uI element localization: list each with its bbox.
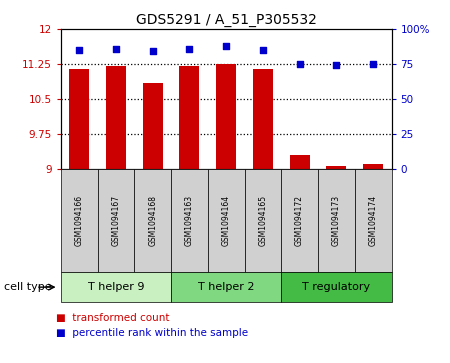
Text: GSM1094173: GSM1094173	[332, 195, 341, 246]
Text: GSM1094174: GSM1094174	[369, 195, 378, 246]
Point	[369, 61, 377, 67]
Bar	[253, 69, 273, 169]
Bar	[363, 164, 383, 169]
Point	[149, 49, 156, 54]
Point	[222, 43, 230, 49]
Text: T helper 2: T helper 2	[198, 282, 254, 292]
Text: ■  transformed count: ■ transformed count	[56, 313, 170, 323]
Text: GSM1094165: GSM1094165	[258, 195, 267, 246]
Point	[296, 61, 303, 67]
Text: GSM1094163: GSM1094163	[185, 195, 194, 246]
Point	[76, 47, 83, 53]
Text: GSM1094166: GSM1094166	[75, 195, 84, 246]
Text: ■  percentile rank within the sample: ■ percentile rank within the sample	[56, 328, 248, 338]
Bar	[106, 66, 126, 169]
Bar	[143, 83, 163, 169]
Bar	[216, 64, 236, 169]
Bar	[179, 66, 199, 169]
Text: GSM1094164: GSM1094164	[221, 195, 230, 246]
Bar	[326, 167, 346, 169]
Text: GSM1094168: GSM1094168	[148, 195, 157, 246]
Point	[186, 46, 193, 52]
Text: cell type: cell type	[4, 282, 52, 292]
Text: T regulatory: T regulatory	[302, 282, 370, 292]
Point	[333, 62, 340, 68]
Text: GSM1094172: GSM1094172	[295, 195, 304, 246]
Text: T helper 9: T helper 9	[88, 282, 144, 292]
Text: GSM1094167: GSM1094167	[112, 195, 121, 246]
Bar	[289, 155, 310, 169]
Point	[259, 47, 266, 53]
Title: GDS5291 / A_51_P305532: GDS5291 / A_51_P305532	[136, 13, 316, 26]
Point	[112, 46, 120, 52]
Bar	[69, 69, 89, 169]
